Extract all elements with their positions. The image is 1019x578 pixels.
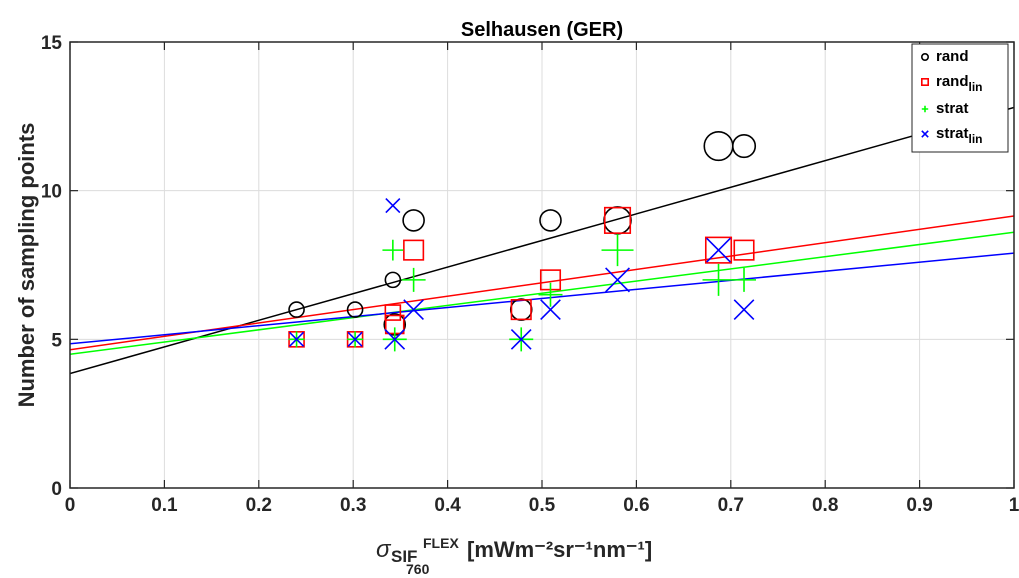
y-tick-label: 0: [51, 479, 62, 500]
data-point: [382, 239, 404, 261]
x-tick-label: 0.3: [340, 495, 366, 516]
data-point: [603, 206, 632, 234]
x-axis-label-sub: 760: [406, 561, 430, 577]
data-point: [704, 236, 733, 264]
x-tick-label: 0.4: [434, 495, 461, 516]
legend-label: rand: [936, 48, 969, 65]
x-tick-label: 0.2: [246, 495, 272, 516]
legend-marker: [921, 105, 929, 113]
x-tick-label: 0.5: [529, 495, 556, 516]
legend-marker: [920, 52, 929, 61]
legend: rand randlin strat stratlin: [911, 43, 1009, 153]
x-tick-label: 0.6: [623, 495, 649, 516]
data-point: [288, 301, 305, 318]
data-point: [384, 271, 402, 289]
legend-label: stratlin: [936, 125, 983, 146]
fit-lines: [70, 106, 1014, 375]
x-tick-label: 0.8: [812, 495, 838, 516]
legend-label: randlin: [936, 73, 983, 94]
data-point: [538, 282, 563, 307]
x-axis-label-sup: FLEX: [423, 535, 459, 551]
x-tick-label: 0: [65, 495, 76, 516]
fit-line-strat-lin: [70, 252, 1014, 345]
x-axis-label: σ SIF FLEX 760 [mWm⁻²sr⁻¹nm⁻¹]: [376, 535, 652, 577]
data-point: [403, 239, 425, 261]
data-point: [403, 299, 424, 320]
data-point: [702, 263, 735, 296]
data-point: [288, 331, 305, 347]
data-point: [384, 328, 406, 350]
data-point: [540, 299, 561, 320]
data-point: [706, 237, 731, 263]
series-strat-lin: [288, 197, 755, 350]
data-point: [385, 197, 401, 214]
data-point: [733, 299, 755, 320]
y-tick-label: 15: [41, 33, 63, 54]
data-point: [510, 299, 532, 321]
data-point: [539, 209, 562, 232]
legend-box: [911, 43, 1009, 153]
y-tick-label: 10: [41, 182, 62, 203]
y-axis-label: Number of sampling points: [14, 123, 39, 408]
fit-line-strat: [70, 231, 1014, 355]
data-point: [601, 234, 634, 267]
legend-label: strat: [936, 100, 969, 117]
data-point: [401, 267, 426, 292]
x-tick-label: 0.9: [906, 495, 932, 516]
data-point: [510, 328, 532, 350]
data-point: [733, 239, 755, 261]
data-point: [402, 209, 425, 232]
x-tick-label: 0.7: [718, 495, 744, 516]
x-tick-label: 1: [1009, 495, 1019, 516]
data-point: [346, 301, 364, 318]
markers: [288, 131, 757, 352]
x-tick-label: 0.1: [151, 495, 178, 516]
y-tick-label: 5: [51, 330, 62, 351]
x-axis-label-base: SIF: [391, 547, 417, 566]
chart-title: Selhausen (GER): [461, 19, 623, 41]
data-point: [384, 304, 402, 321]
data-point: [605, 267, 630, 293]
legend-marker: [920, 78, 929, 87]
data-point: [732, 267, 757, 292]
data-point: [731, 134, 757, 159]
legend-marker: [921, 130, 929, 138]
data-point: [347, 331, 363, 347]
fit-line-rand-lin: [70, 215, 1014, 351]
x-axis-label-sigma: σ: [376, 536, 392, 563]
x-axis-label-units: [mWm⁻²sr⁻¹nm⁻¹]: [467, 537, 652, 562]
